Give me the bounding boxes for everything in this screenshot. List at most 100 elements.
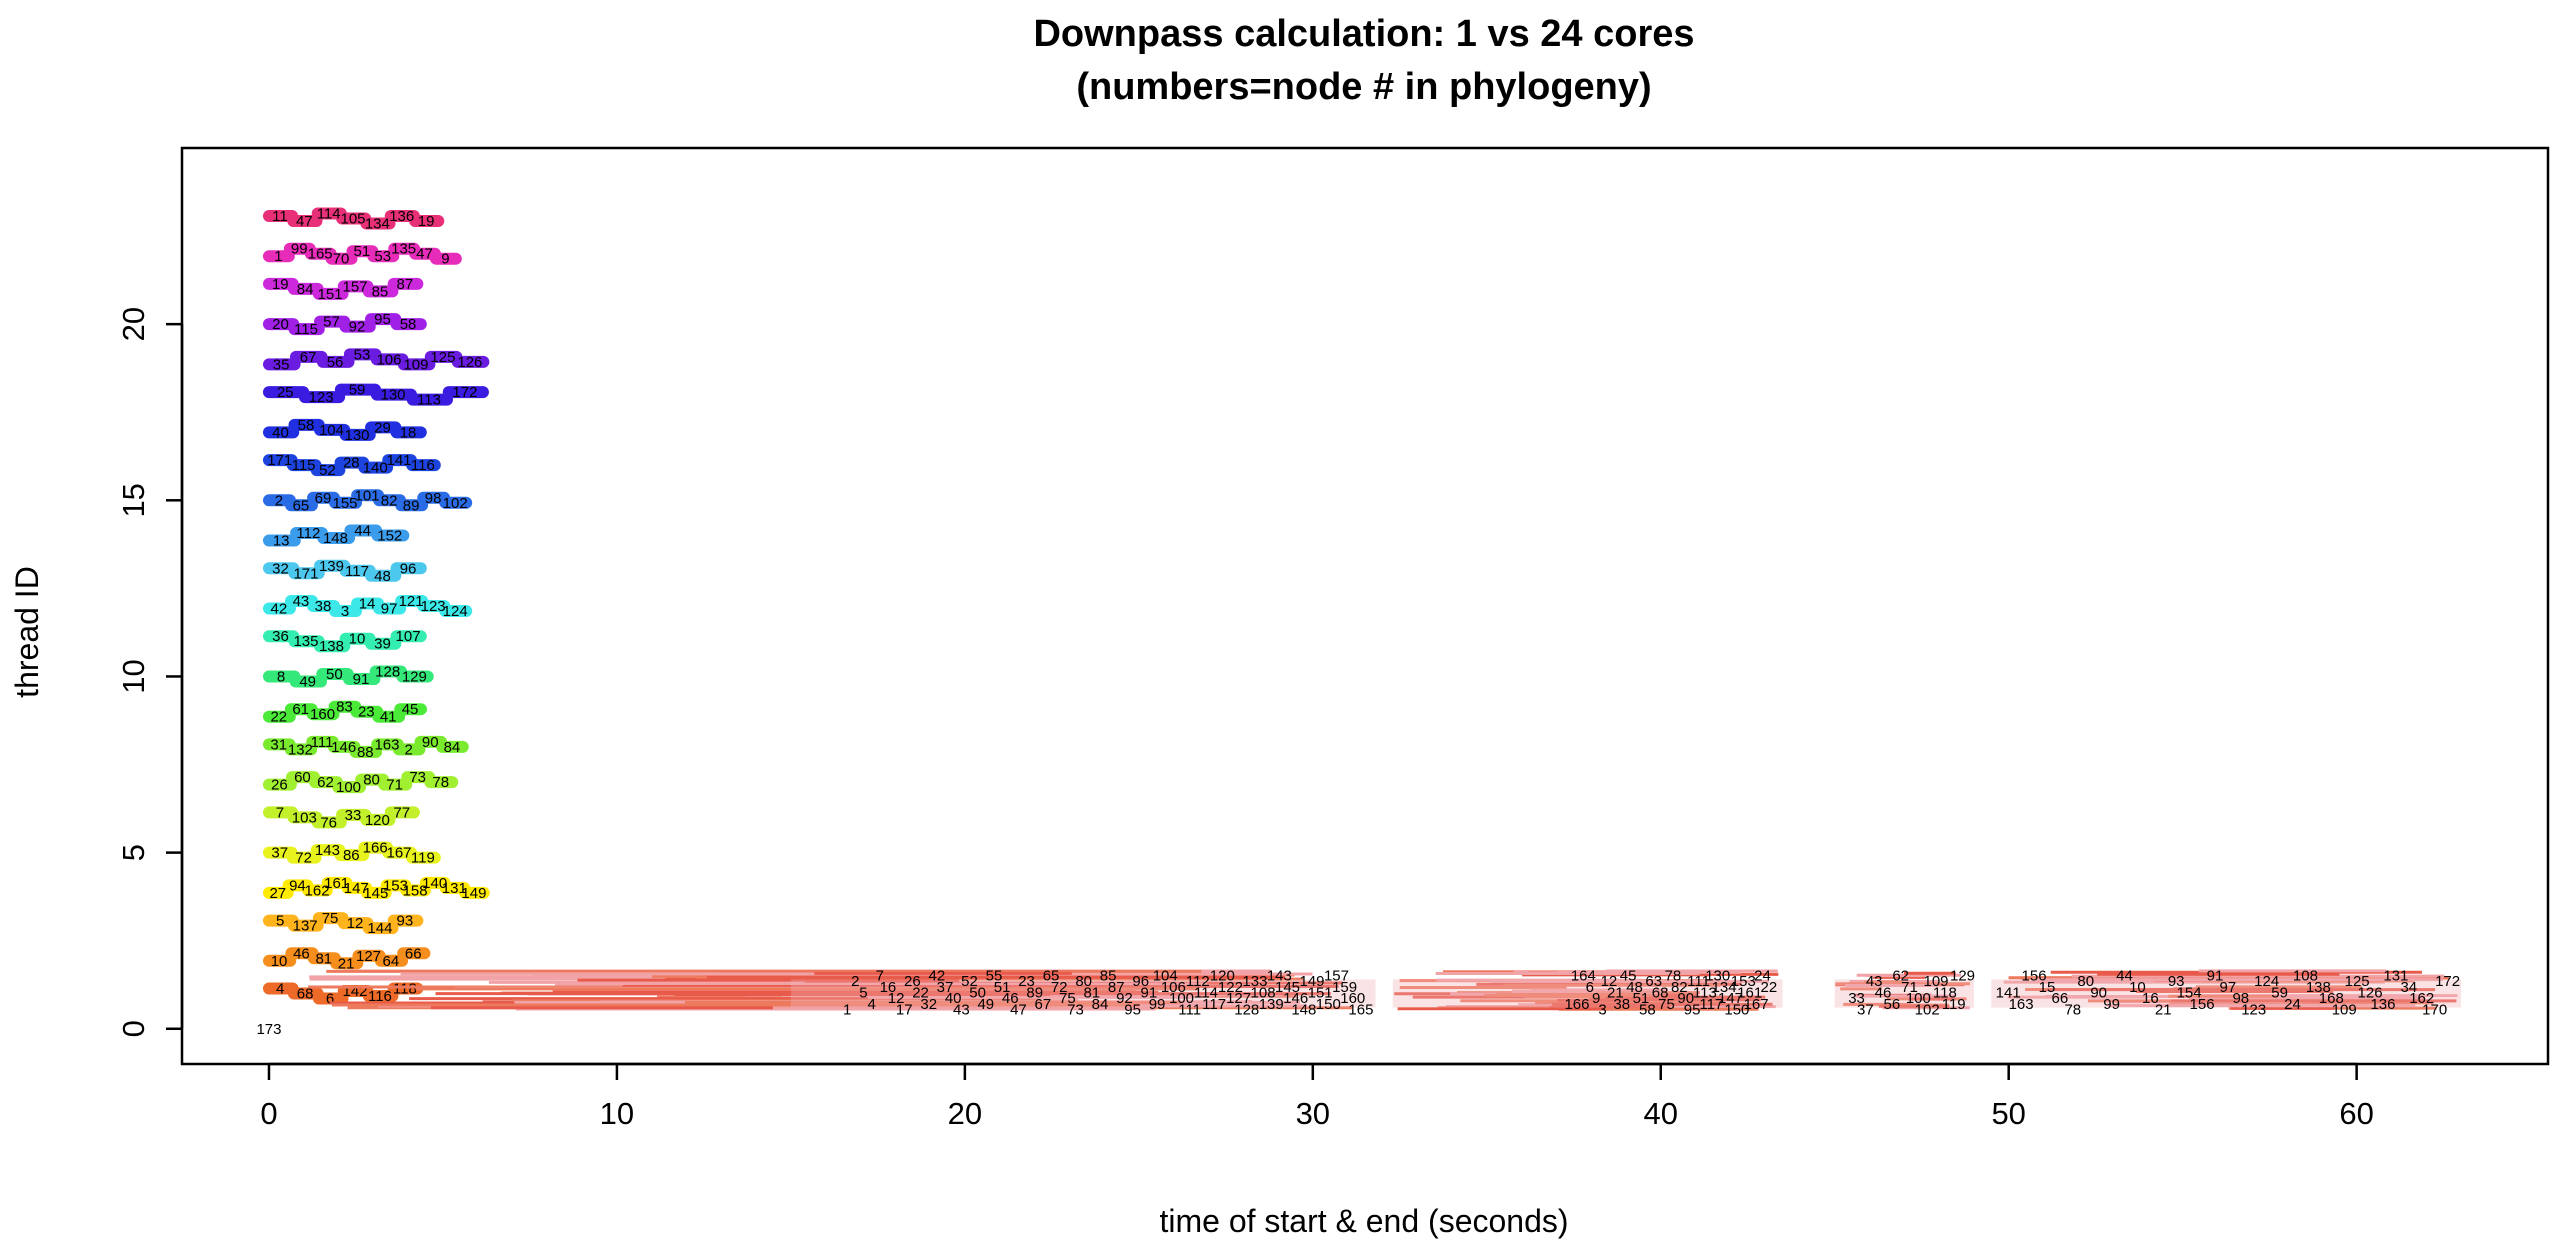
node-label: 39 [374,636,391,653]
thread-10: 8 49 50 91 128 129 [262,663,434,690]
single-core-node-label: 32 [920,996,937,1013]
thread-9: 22 61 160 83 23 41 45 [262,699,427,726]
single-core-node-label: 162 [2409,990,2434,1007]
single-core-node-label: 93 [2168,973,2185,990]
single-core-node-label: 91 [2207,968,2224,985]
node-label: 92 [349,319,366,336]
single-core-node-label: 136 [2370,996,2395,1013]
single-core-node-label: 95 [1124,1001,1141,1018]
single-core-node-label: 119 [1942,996,1966,1013]
single-core-node-label: 5 [859,984,867,1001]
single-core-node-label: 100 [1906,990,1931,1007]
node-label: 75 [322,910,339,927]
node-label: 37 [271,845,288,862]
chart-subtitle: (numbers=node # in phylogeny) [1076,66,1651,108]
node-label: 77 [393,804,410,821]
node-label: 128 [375,663,400,680]
node-label: 57 [323,314,340,331]
single-core-node-label: 26 [904,973,921,990]
single-core-node-label: 1 [843,1001,851,1018]
node-label: 130 [344,427,369,444]
node-label: 127 [356,948,381,965]
node-label: 58 [298,417,315,434]
single-core-band [790,979,1376,1008]
node-label: 85 [372,283,389,300]
node-label: 5 [276,913,284,930]
node-label: 140 [422,875,447,892]
node-label: 113 [417,392,441,409]
single-core-node-label: 12 [1601,973,1618,990]
node-label: 19 [418,213,435,230]
node-label: 83 [336,699,353,716]
node-label: 132 [288,741,313,758]
node-label: 94 [289,877,306,894]
single-core-node-label: 153 [1731,973,1756,990]
thread-6: 7 103 76 33 120 77 [262,804,420,831]
single-core-node-label: 71 [1901,979,1918,996]
node-label: 19 [272,276,289,293]
node-label: 93 [397,913,414,930]
node-label: 78 [432,774,449,791]
node-label: 84 [297,281,314,298]
node-label: 160 [310,706,335,723]
single-core-node-label: 51 [1633,990,1650,1007]
single-core-band [1991,979,2462,1008]
node-label: 107 [396,628,421,645]
x-tick-label: 10 [600,1096,634,1131]
node-label: 152 [377,528,402,545]
single-core-node-label: 100 [1169,990,1194,1007]
single-core-node-label: 3 [1598,1001,1606,1018]
node-label: 61 [292,701,309,718]
single-core-node-label: 33 [1848,990,1865,1007]
node-label: 161 [324,875,349,892]
node-label: 53 [354,346,371,363]
y-tick-label: 15 [116,483,151,517]
single-core-node-label: 49 [977,996,994,1013]
single-core-node-label: 134 [1712,979,1737,996]
single-core-node-label: 147 [1718,990,1743,1007]
thread-3: 5 137 75 12 144 93 [262,910,424,937]
node-label: 162 [305,882,330,899]
single-core-node-label: 51 [994,979,1011,996]
single-core-node-label: 48 [1626,979,1643,996]
single-core-node-label: 24 [2284,996,2301,1013]
node-label: 48 [374,568,391,585]
node-label: 89 [403,497,420,514]
single-core-node-label: 62 [1892,968,1909,985]
single-core-node-label: 50 [969,984,986,1001]
single-core-node-label: 10 [2129,979,2146,996]
single-core-node-label: 82 [1671,979,1688,996]
node-label: 42 [271,601,288,618]
node-label: 97 [381,601,398,618]
node-label: 32 [272,560,289,577]
single-core-node-label: 138 [2306,979,2331,996]
node-label: 44 [354,523,371,540]
node-label: 157 [342,278,367,295]
node-label: 33 [345,807,362,824]
single-core-node-label: 111 [1178,1001,1201,1018]
node-label: 59 [349,382,366,399]
node-label: 123 [309,389,334,406]
single-core-node-label: 37 [937,979,954,996]
single-core-node-label: 133 [1242,973,1267,990]
single-core-node-label: 108 [2293,968,2318,985]
thread-11: 36 135 138 10 39 107 [262,628,427,655]
single-core-node-label: 34 [2400,979,2417,996]
single-core-node-label: 117 [1202,996,1226,1013]
single-core-node-label: 159 [1332,979,1357,996]
node-label: 43 [293,593,310,610]
node-label: 129 [402,668,427,685]
node-label: 82 [381,492,398,509]
single-core-node-label: 16 [880,979,897,996]
node-label: 138 [319,638,344,655]
single-core-node-label: 141 [1996,984,2021,1001]
single-core-node-label: 123 [2241,1001,2266,1018]
node-label: 4 [276,981,284,998]
node-label: 40 [272,424,289,441]
single-core-node-label: 104 [1153,968,1178,985]
single-core-node-label: 89 [1026,984,1043,1001]
node-label: 120 [365,812,390,829]
